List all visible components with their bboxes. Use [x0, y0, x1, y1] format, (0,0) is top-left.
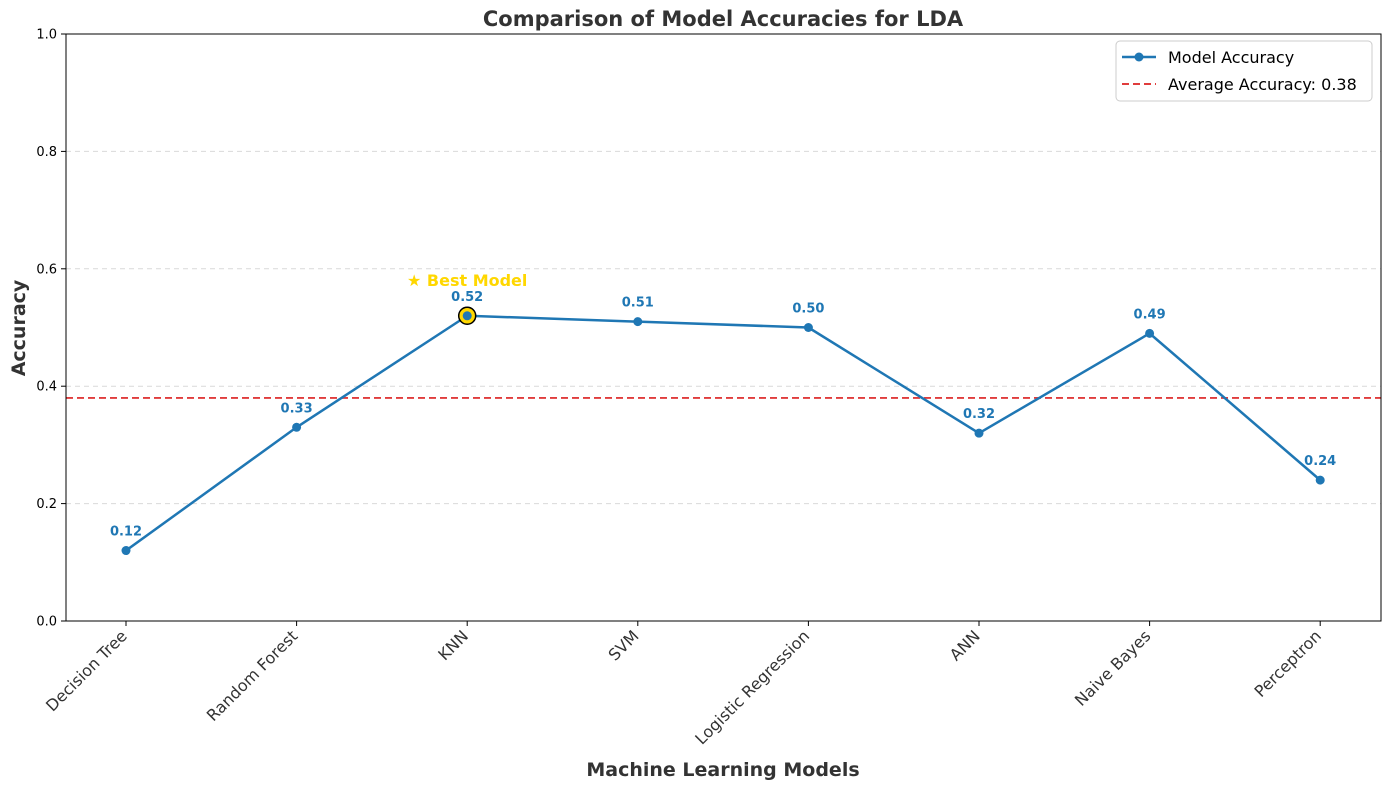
x-tick-label: Naive Bayes	[1071, 626, 1154, 709]
data-label: 0.49	[1134, 307, 1166, 322]
x-tick-label: ANN	[946, 626, 984, 664]
legend-label-accuracy: Model Accuracy	[1168, 48, 1294, 67]
data-label: 0.24	[1304, 454, 1336, 469]
y-tick-label: 0.8	[36, 145, 57, 160]
y-tick-label: 0.6	[36, 262, 57, 277]
legend-marker-accuracy	[1134, 52, 1144, 62]
legend: Model Accuracy Average Accuracy: 0.38	[1115, 40, 1373, 102]
data-point	[121, 546, 131, 556]
data-label: 0.33	[281, 401, 313, 416]
accuracy-line	[125, 314, 1322, 552]
plot-frame	[65, 33, 1382, 622]
data-label: 0.51	[622, 296, 654, 311]
y-axis-ticks: 0.0 0.2 0.4 0.6 0.8 1.0	[36, 28, 66, 630]
best-model-annotation: ★ Best Model	[407, 271, 527, 290]
data-label: 0.12	[110, 525, 142, 540]
chart-title: Comparison of Model Accuracies for LDA	[483, 7, 964, 31]
data-point	[633, 317, 643, 327]
y-tick-label: 0.2	[36, 497, 57, 512]
legend-label-average: Average Accuracy: 0.38	[1168, 75, 1357, 94]
x-tick-label: Logistic Regression	[691, 626, 813, 748]
series-layer	[121, 306, 1325, 556]
data-labels: 0.12 0.33 0.52 0.51 0.50 0.32 0.49 0.24 ★ Best M…	[110, 271, 1336, 540]
data-point	[803, 323, 813, 332]
x-tick-label: Perceptron	[1251, 626, 1326, 701]
y-axis-title: Accuracy	[8, 279, 30, 376]
x-tick-label: SVM	[605, 626, 643, 664]
data-point	[1315, 475, 1325, 485]
data-label: 0.32	[963, 407, 995, 422]
data-label: 0.52	[451, 290, 483, 305]
x-tick-label: Random Forest	[203, 626, 302, 725]
x-axis-ticks: Decision Tree Random Forest KNN SVM Logistic…	[42, 621, 1325, 748]
grid	[66, 150, 1381, 505]
data-point	[462, 311, 472, 321]
y-tick-label: 0.0	[36, 615, 57, 630]
data-point	[292, 422, 302, 432]
y-tick-label: 1.0	[36, 28, 57, 43]
data-point	[1145, 328, 1155, 338]
x-tick-label: Decision Tree	[42, 626, 131, 715]
data-point	[974, 428, 984, 438]
legend-box	[1115, 40, 1373, 102]
x-axis-title: Machine Learning Models	[586, 759, 859, 781]
data-label: 0.50	[792, 302, 824, 317]
x-tick-label: KNN	[434, 626, 472, 664]
y-tick-label: 0.4	[36, 380, 57, 395]
